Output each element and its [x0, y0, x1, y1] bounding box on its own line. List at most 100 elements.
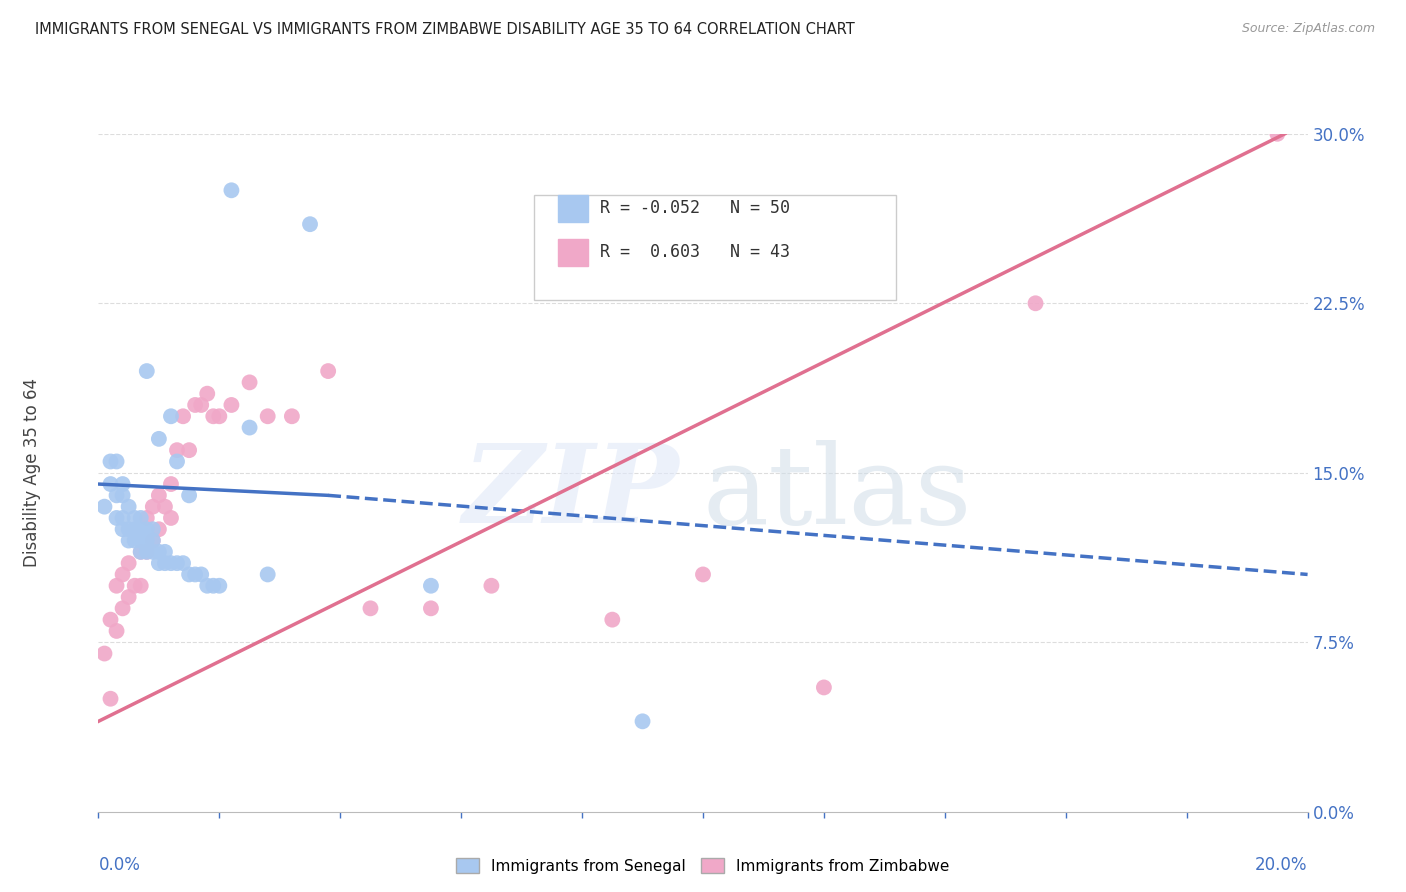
Bar — [558, 194, 588, 222]
Text: R =  0.603   N = 43: R = 0.603 N = 43 — [600, 244, 790, 261]
Point — [111, 567, 134, 582]
Point — [195, 386, 218, 401]
Point — [239, 420, 262, 434]
Text: Source: ZipAtlas.com: Source: ZipAtlas.com — [1241, 22, 1375, 36]
Point — [239, 376, 262, 390]
Point — [166, 556, 188, 570]
Point — [172, 556, 194, 570]
Point — [129, 511, 152, 525]
Point — [177, 567, 201, 582]
Point — [93, 647, 115, 661]
Point — [177, 488, 201, 502]
Point — [631, 714, 654, 729]
Point — [166, 443, 188, 458]
Point — [100, 477, 122, 491]
Point — [124, 533, 146, 548]
Point — [221, 183, 243, 197]
Point — [135, 545, 157, 559]
Point — [118, 500, 141, 514]
Point — [93, 500, 115, 514]
Point — [148, 432, 170, 446]
Point — [100, 613, 122, 627]
Point — [118, 533, 141, 548]
Point — [105, 511, 128, 525]
Point — [160, 556, 183, 570]
Point — [135, 522, 157, 536]
Point — [124, 579, 146, 593]
Point — [142, 500, 165, 514]
Point — [202, 409, 225, 424]
Point — [153, 500, 176, 514]
Point — [1024, 296, 1046, 310]
Point — [540, 274, 562, 288]
Point — [481, 579, 503, 593]
Point — [118, 556, 141, 570]
Text: R = -0.052   N = 50: R = -0.052 N = 50 — [600, 200, 790, 218]
Point — [172, 409, 194, 424]
Point — [111, 522, 134, 536]
Text: atlas: atlas — [703, 440, 973, 547]
Point — [111, 477, 134, 491]
Point — [111, 488, 134, 502]
Point — [160, 477, 183, 491]
Point — [316, 364, 339, 378]
Text: Disability Age 35 to 64: Disability Age 35 to 64 — [22, 378, 41, 567]
Text: 20.0%: 20.0% — [1256, 855, 1308, 874]
Point — [208, 409, 231, 424]
Point — [129, 545, 152, 559]
Point — [281, 409, 304, 424]
Point — [142, 533, 165, 548]
Point — [135, 364, 157, 378]
Point — [135, 545, 157, 559]
Bar — [558, 239, 588, 266]
Point — [129, 545, 152, 559]
Point — [135, 533, 157, 548]
Point — [148, 556, 170, 570]
Point — [118, 590, 141, 604]
Point — [124, 522, 146, 536]
Point — [118, 522, 141, 536]
Point — [160, 409, 183, 424]
Point — [177, 443, 201, 458]
Point — [105, 624, 128, 638]
Point — [129, 579, 152, 593]
Point — [148, 488, 170, 502]
Point — [153, 556, 176, 570]
Text: 0.0%: 0.0% — [98, 855, 141, 874]
Point — [105, 488, 128, 502]
Point — [124, 511, 146, 525]
Point — [135, 511, 157, 525]
Point — [256, 567, 278, 582]
Point — [184, 567, 207, 582]
Point — [148, 545, 170, 559]
Point — [195, 579, 218, 593]
Point — [419, 601, 441, 615]
Point — [129, 522, 152, 536]
Point — [419, 579, 441, 593]
Legend: Immigrants from Senegal, Immigrants from Zimbabwe: Immigrants from Senegal, Immigrants from… — [450, 852, 956, 880]
Point — [100, 691, 122, 706]
Point — [208, 579, 231, 593]
Point — [190, 398, 212, 412]
Point — [360, 601, 382, 615]
Point — [111, 511, 134, 525]
Point — [142, 545, 165, 559]
Point — [184, 398, 207, 412]
Point — [153, 545, 176, 559]
Text: IMMIGRANTS FROM SENEGAL VS IMMIGRANTS FROM ZIMBABWE DISABILITY AGE 35 TO 64 CORR: IMMIGRANTS FROM SENEGAL VS IMMIGRANTS FR… — [35, 22, 855, 37]
Point — [100, 454, 122, 468]
Point — [105, 454, 128, 468]
Point — [813, 681, 835, 695]
FancyBboxPatch shape — [534, 194, 897, 300]
Point — [190, 567, 212, 582]
Text: ZIP: ZIP — [463, 440, 679, 547]
Point — [299, 217, 322, 231]
Point — [105, 579, 128, 593]
Point — [1265, 127, 1288, 141]
Point — [160, 511, 183, 525]
Point — [166, 454, 188, 468]
Point — [142, 522, 165, 536]
Point — [142, 533, 165, 548]
Point — [221, 398, 243, 412]
Point — [602, 613, 624, 627]
